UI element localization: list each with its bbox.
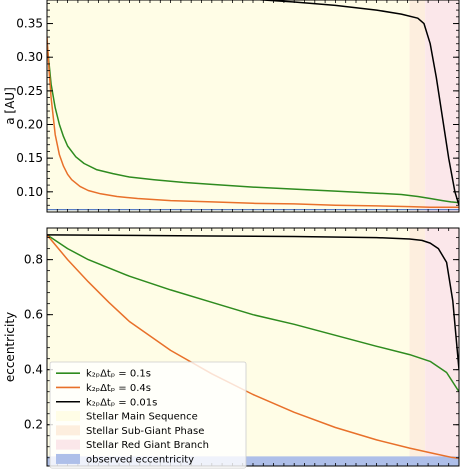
phase-band — [425, 0, 459, 212]
phase-band — [47, 0, 410, 212]
legend-patch-swatch — [56, 453, 80, 464]
series-line-2 — [47, 234, 459, 370]
legend-patch-swatch — [56, 425, 80, 436]
semi-major-axis-panel: 0.10 0.15 0.20 0.25 0.30 0.35 a [AU] — [3, 0, 460, 213]
legend-frame — [49, 361, 247, 469]
legend-patch-swatch — [56, 411, 80, 422]
y-tick-label: 0.6 — [24, 308, 43, 322]
series-line-2 — [251, 0, 459, 206]
phase-band — [425, 228, 459, 466]
y-tick-label: 0.25 — [16, 84, 43, 98]
phase-band — [409, 0, 426, 212]
series-line-0 — [47, 234, 459, 393]
legend-label: k₂ₚΔtₚ = 0.4s — [86, 383, 151, 394]
legend-label: observed eccentricity — [86, 454, 194, 465]
legend-label: Stellar Red Giant Branch — [86, 440, 209, 451]
legend: k₂ₚΔtₚ = 0.1s k₂ₚΔtₚ = 0.4s k₂ₚΔtₚ = 0.01s… — [49, 361, 247, 469]
observed-eccentricity-band — [47, 456, 459, 466]
legend-label: k₂ₚΔtₚ = 0.01s — [86, 397, 157, 408]
y-axis-label: a [AU] — [3, 87, 17, 125]
legend-label: k₂ₚΔtₚ = 0.1s — [86, 369, 151, 380]
legend-label: Stellar Main Sequence — [86, 412, 198, 423]
y-tick-label: 0.30 — [16, 50, 43, 64]
phase-band — [409, 228, 426, 466]
y-tick-label: 0.35 — [16, 17, 43, 31]
series-line-1 — [47, 36, 459, 209]
legend-label: Stellar Sub-Giant Phase — [86, 426, 204, 437]
y-tick-label: 0.20 — [16, 118, 43, 132]
series-line-1 — [47, 234, 459, 460]
y-tick-label: 0.4 — [24, 363, 43, 377]
y-axis-label: eccentricity — [3, 312, 17, 382]
plot-area — [47, 0, 459, 212]
y-tick-label: 0.2 — [24, 418, 43, 432]
legend-patch-swatch — [56, 439, 80, 450]
y-tick-label: 0.10 — [16, 185, 43, 199]
series-line-0 — [47, 43, 459, 204]
y-tick-label: 0.8 — [24, 253, 43, 267]
y-tick-label: 0.15 — [16, 151, 43, 165]
